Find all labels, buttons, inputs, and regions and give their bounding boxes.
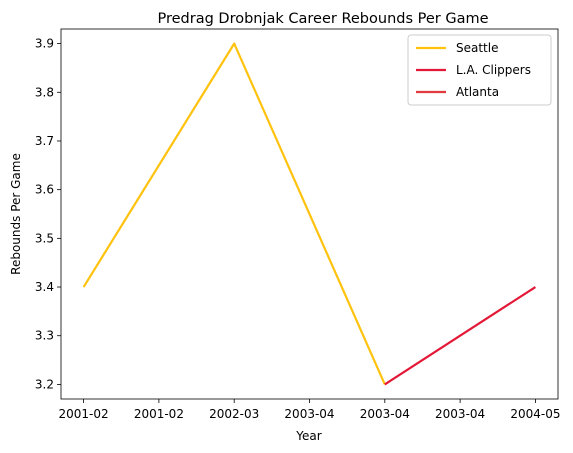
x-axis-ticks: 2001-02 2001-02 2002-03 2003-04 2003-04 2003-… — [59, 399, 560, 421]
y-tick-label: 3.4 — [35, 280, 54, 294]
y-tick-label: 3.5 — [35, 231, 54, 245]
legend: Seattle L.A. Clippers Atlanta — [407, 34, 552, 106]
legend-label-seattle: Seattle — [456, 41, 498, 55]
y-axis-ticks: 3.2 3.3 3.4 3.5 3.6 3.7 3.8 3.9 — [35, 37, 61, 391]
series-line-seattle — [82, 42, 386, 385]
x-tick-label: 2003-04 — [435, 407, 485, 421]
y-axis-label: Rebounds Per Game — [9, 153, 23, 275]
legend-label-atlanta: Atlanta — [456, 85, 499, 99]
x-tick-label: 2003-04 — [284, 407, 334, 421]
y-tick-label: 3.8 — [35, 85, 54, 99]
y-tick-label: 3.3 — [35, 329, 54, 343]
x-tick-label: 2001-02 — [59, 407, 109, 421]
x-tick-label: 2001-02 — [134, 407, 184, 421]
legend-box — [407, 34, 552, 106]
x-tick-label: 2003-04 — [360, 407, 410, 421]
x-tick-label: 2004-05 — [510, 407, 560, 421]
x-axis-label: Year — [295, 429, 321, 443]
y-tick-label: 3.2 — [35, 377, 54, 391]
x-tick-label: 2002-03 — [209, 407, 259, 421]
series-line-l-a-clippers — [384, 286, 537, 386]
series-layer — [82, 42, 537, 386]
y-tick-label: 3.9 — [35, 37, 54, 51]
chart-title: Predrag Drobnjak Career Rebounds Per Gam… — [157, 11, 488, 27]
legend-label-l-a-clippers: L.A. Clippers — [456, 63, 531, 77]
y-tick-label: 3.6 — [35, 183, 54, 197]
y-tick-label: 3.7 — [35, 134, 54, 148]
plot-area: 3.23.33.43.53.63.73.83.9 2001-02 2001-02 2… — [35, 28, 560, 421]
